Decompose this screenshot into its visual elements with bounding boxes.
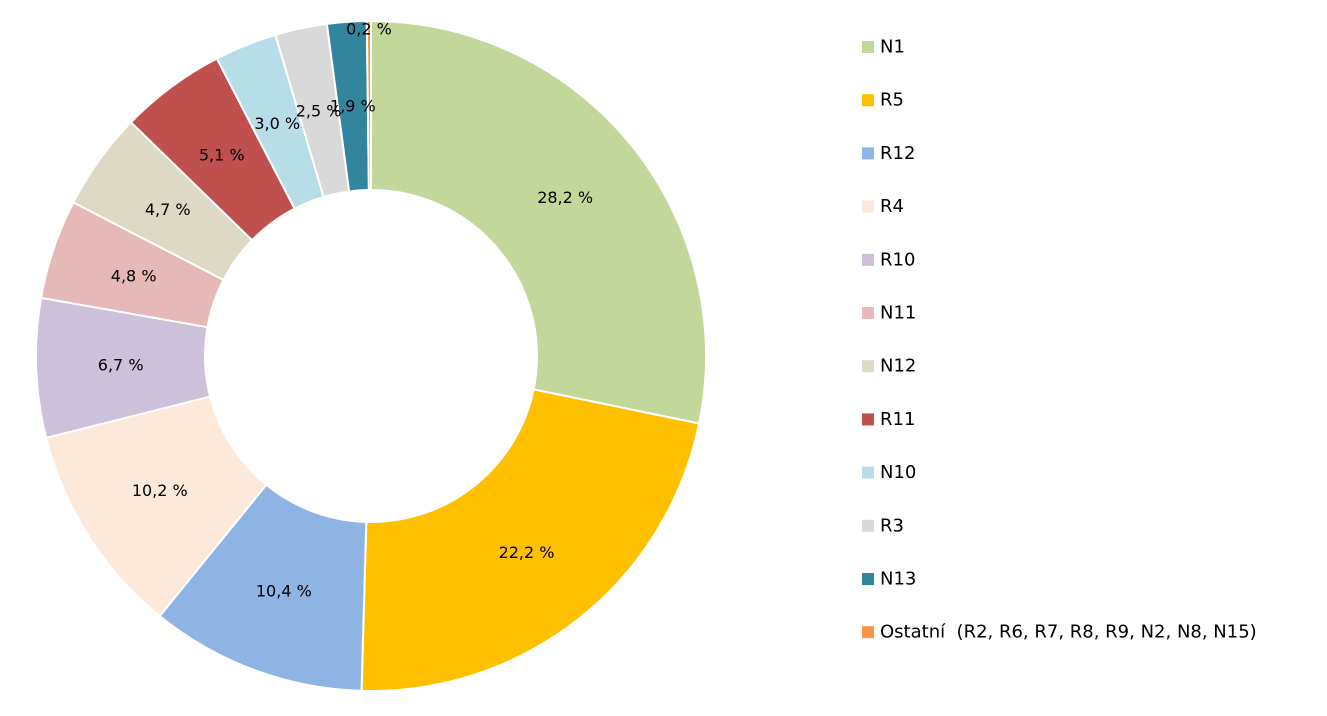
legend-label: R5 <box>880 90 904 111</box>
legend-swatch <box>862 147 874 160</box>
legend-label: R4 <box>880 196 904 217</box>
data-label-3: 10,4 % <box>256 581 312 600</box>
legend-label: N11 <box>880 303 916 324</box>
legend-label: N12 <box>880 356 916 377</box>
legend-item-2: R5 <box>862 90 904 111</box>
data-label-12: 0,2 % <box>346 20 392 39</box>
legend-label: R11 <box>880 409 915 430</box>
legend-swatch <box>862 41 874 53</box>
legend-item-9: N10 <box>862 462 916 483</box>
legend-item-10: R3 <box>862 515 904 536</box>
legend-label: R3 <box>880 515 904 536</box>
legend-label: N13 <box>880 569 916 590</box>
legend-item-5: R10 <box>862 249 915 270</box>
legend-swatch <box>862 253 874 266</box>
data-label-11: 1,9 % <box>330 97 376 116</box>
slice-2 <box>360 388 701 692</box>
legend-item-6: N11 <box>862 303 916 324</box>
data-label-9: 3,0 % <box>254 114 300 133</box>
legend-item-3: R12 <box>862 143 915 164</box>
legend-swatch <box>862 626 874 639</box>
legend-swatch <box>862 94 874 107</box>
data-label-5: 6,7 % <box>98 356 144 375</box>
data-labels-group: 28,2 % 22,2 % 10,4 % 10,2 % 6,7 % 4,8 % 4,7 % 5… <box>98 20 593 601</box>
legend-swatch <box>862 519 874 532</box>
slice-1 <box>370 19 707 425</box>
legend-swatch <box>862 200 874 213</box>
legend-item-7: N12 <box>862 356 916 377</box>
data-label-2: 22,2 % <box>499 543 555 562</box>
legend-swatch <box>862 573 874 585</box>
data-label-10: 2,5 % <box>296 102 342 121</box>
data-label-1: 28,2 % <box>537 188 593 207</box>
data-label-6: 4,8 % <box>111 266 157 285</box>
slices-group <box>35 19 707 692</box>
legend-swatch <box>862 413 874 426</box>
legend-item-1: N1 <box>862 37 905 58</box>
legend-item-11: N13 <box>862 569 916 590</box>
legend-label: Ostatní (R2, R6, R7, R8, R9, N2, N8, N15… <box>880 622 1257 643</box>
legend: N1 R5 R12 R4 R10 N11 N12 R11 N10 R3 N13 Ostatní (R2… <box>862 37 1257 643</box>
slice-12 <box>365 19 372 192</box>
legend-item-12: Ostatní (R2, R6, R7, R8, R9, N2, N8, N15… <box>862 622 1257 643</box>
legend-item-4: R4 <box>862 196 904 217</box>
data-label-7: 4,7 % <box>145 200 191 219</box>
legend-label: N1 <box>880 37 905 58</box>
legend-swatch <box>862 360 874 373</box>
legend-item-8: R11 <box>862 409 915 430</box>
legend-label: R10 <box>880 249 915 270</box>
legend-label: N10 <box>880 462 916 483</box>
data-label-4: 10,2 % <box>132 481 188 500</box>
slice-4 <box>44 395 268 618</box>
legend-swatch <box>862 466 874 479</box>
legend-label: R12 <box>880 143 915 164</box>
data-label-8: 5,1 % <box>199 145 245 164</box>
legend-swatch <box>862 307 874 319</box>
